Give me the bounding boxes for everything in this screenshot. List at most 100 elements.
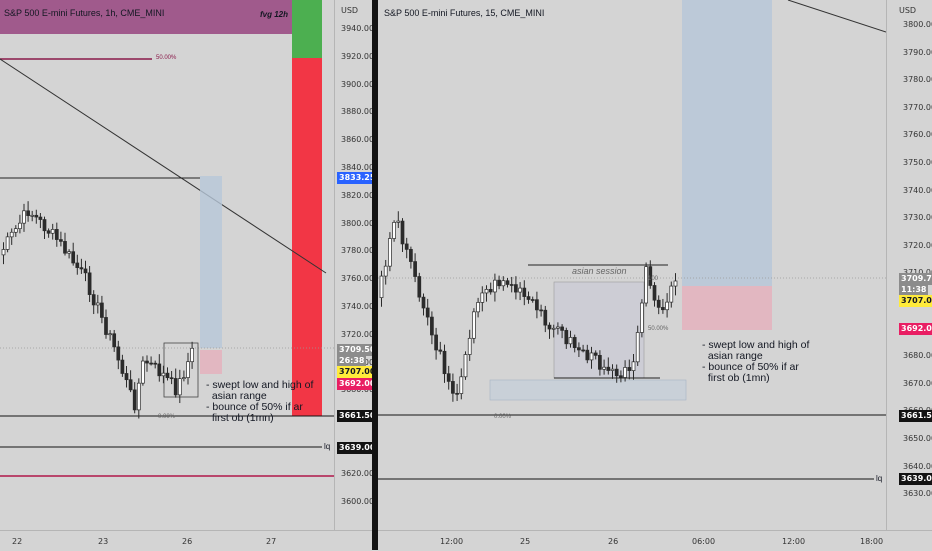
- price-tick: 3760.00: [903, 130, 932, 140]
- price-tick: 3770.00: [903, 102, 932, 112]
- price-tick: 3750.00: [903, 158, 932, 167]
- left-chart-canvas[interactable]: [0, 0, 334, 530]
- right-chart-pane[interactable]: S&P 500 E-mini Futures, 15, CME_MINI asi…: [378, 0, 886, 550]
- candle-body: [1, 249, 6, 256]
- time-tick: 12:00: [440, 537, 464, 546]
- candle-body: [623, 367, 627, 378]
- candle-body: [413, 261, 417, 277]
- price-tick: 3710.00: [903, 268, 932, 277]
- axis-unit: USD: [899, 6, 917, 15]
- price-tag-3639: 3639.00: [337, 442, 378, 454]
- time-tick: 26: [182, 537, 193, 546]
- price-tag-3692: 3692.00: [337, 378, 378, 390]
- candle-body: [128, 379, 133, 391]
- price-tick: 3630.00: [903, 489, 932, 499]
- candle-body: [112, 333, 117, 348]
- candle-body: [652, 285, 657, 301]
- candle-body: [67, 251, 71, 254]
- ob-zone: [489, 379, 687, 401]
- price-tick: 3800.00: [903, 20, 932, 29]
- price-tick: 3740.00: [903, 185, 932, 195]
- candle-body: [91, 294, 96, 306]
- price-tick: 3780.00: [903, 75, 932, 85]
- candle-body: [190, 347, 194, 363]
- fvg-zone: [0, 0, 292, 34]
- time-tick: 06:00: [692, 537, 716, 546]
- candle-body: [379, 275, 384, 298]
- candle-body: [606, 366, 611, 371]
- candle-body: [669, 285, 674, 303]
- price-tick: 3790.00: [903, 47, 932, 57]
- price-tick: 3820.00: [341, 190, 375, 200]
- candle-body: [518, 287, 522, 293]
- left-chart-pane[interactable]: - swept low and high of asian range - bo…: [0, 0, 334, 550]
- candle-body: [467, 337, 472, 355]
- candle-body: [116, 346, 121, 361]
- candle-body: [572, 337, 577, 349]
- left-time-axis[interactable]: 22 23 26 27: [0, 530, 372, 551]
- fib-100-label-right: 100: [648, 276, 659, 282]
- right-time-axis[interactable]: 12:00 25 26 06:00 12:00 18:00: [378, 530, 932, 551]
- price-tick: 3670.00: [903, 378, 932, 388]
- candle-body: [556, 326, 560, 329]
- time-tick: 23: [98, 537, 109, 546]
- price-tick: 3800.00: [341, 218, 375, 228]
- candle-body: [50, 229, 55, 234]
- candle-body: [71, 251, 76, 264]
- candle-body: [535, 299, 539, 311]
- candle-body: [593, 352, 598, 356]
- candle-body: [383, 265, 388, 277]
- right-chart-canvas[interactable]: [378, 0, 886, 530]
- fib-0-label-right: 0.00%: [494, 414, 512, 420]
- price-tag-3692-right: 3692.00: [899, 323, 932, 335]
- trend-line: [0, 58, 327, 274]
- fib-50-label: 50.00%: [156, 55, 177, 61]
- candle-body: [543, 309, 548, 326]
- candle-body: [476, 302, 480, 313]
- candle-body: [547, 324, 552, 330]
- candle-body: [560, 326, 564, 331]
- right-chart-title: S&P 500 E-mini Futures, 15, CME_MINI: [384, 8, 545, 18]
- candle-body: [59, 239, 63, 242]
- right-price-axis[interactable]: USD 3800.00 3790.00 3780.00 3770.00 3760.00 3…: [886, 0, 932, 530]
- candle-body: [421, 296, 426, 309]
- candle-body: [42, 219, 47, 232]
- candle-body: [141, 360, 145, 384]
- left-chart-note: - swept low and high of asian range - bo…: [206, 379, 314, 424]
- candle-body: [438, 349, 443, 352]
- pane-divider[interactable]: [372, 0, 378, 550]
- candle-body: [177, 378, 182, 396]
- candle-body: [505, 280, 510, 285]
- candle-body: [564, 330, 569, 345]
- candle-body: [18, 222, 22, 230]
- candle-body: [589, 352, 594, 361]
- candle-body: [635, 332, 640, 363]
- candle-body: [5, 236, 10, 250]
- candle-body: [598, 355, 602, 370]
- candle-body: [87, 272, 92, 295]
- price-tag-3707-right: 3707.00: [899, 295, 932, 307]
- lq-label-left: lq: [324, 442, 331, 451]
- candle-body: [581, 349, 585, 352]
- candle-body: [104, 317, 108, 335]
- green-zone: [292, 0, 322, 58]
- candle-body: [656, 299, 661, 308]
- candle-body: [501, 280, 506, 287]
- candle-body: [430, 316, 434, 336]
- candle-body: [145, 360, 149, 364]
- candle-body: [673, 280, 678, 287]
- price-tag-3639-right: 3639.00: [899, 473, 932, 485]
- candle-body: [173, 378, 178, 396]
- candle-body: [63, 241, 67, 254]
- candle-body: [455, 392, 459, 395]
- candle-body: [26, 210, 30, 216]
- time-tick: 26: [608, 537, 619, 546]
- left-price-axis[interactable]: USD 3940.00 3920.00 3900.00 3880.00 3860.00 3…: [334, 0, 378, 530]
- price-tag-countdown: 26:38: [337, 355, 367, 367]
- candle-body: [404, 243, 409, 250]
- price-tick: 3740.00: [341, 302, 375, 311]
- candle-body: [13, 228, 18, 233]
- axis-unit: USD: [341, 6, 359, 15]
- candle-body: [153, 362, 158, 365]
- candle-body: [54, 229, 59, 240]
